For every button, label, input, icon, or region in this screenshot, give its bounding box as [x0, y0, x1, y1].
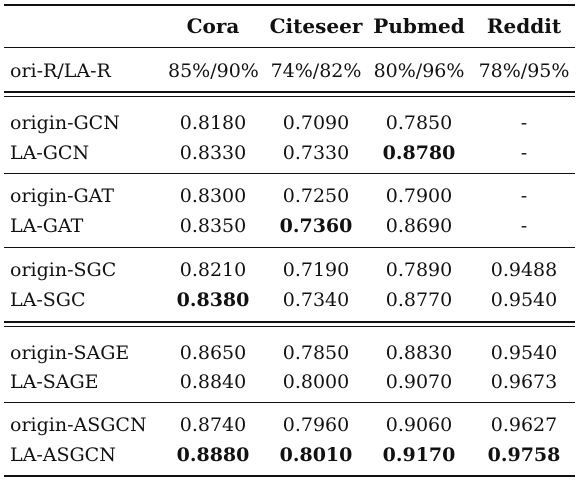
cell-reddit: 0.9540 — [490, 342, 558, 364]
row-label: origin-SGC — [10, 259, 117, 281]
cell-cora: 0.8180 — [179, 112, 247, 134]
cell-reddit: 0.9540 — [490, 289, 558, 311]
table-row: LA-GCN 0.8330 0.7330 0.8780 - — [0, 138, 579, 168]
cell-cora: 0.8740 — [179, 414, 247, 436]
cell-reddit: 0.9488 — [490, 259, 558, 281]
cell-pubmed: 0.8690 — [385, 215, 453, 237]
table-row: origin-SAGE 0.8650 0.7850 0.8830 0.9540 — [0, 338, 579, 368]
cell-cora: 0.8300 — [179, 185, 247, 207]
group-rule — [4, 402, 575, 403]
cell-cora: 0.8350 — [179, 215, 247, 237]
table-row: LA-SAGE 0.8840 0.8000 0.9070 0.9673 — [0, 367, 579, 397]
row-label: origin-SAGE — [10, 342, 130, 364]
cell-cora: 0.8840 — [179, 371, 247, 393]
ratio-row: ori-R/LA-R 85%/90% 74%/82% 80%/96% 78%/9… — [0, 56, 579, 86]
row-label: LA-GCN — [10, 142, 90, 164]
cell-pubmed: 0.7900 — [385, 185, 453, 207]
row-label: origin-ASGCN — [10, 414, 147, 436]
row-label: origin-GCN — [10, 112, 120, 134]
cell-pubmed: 0.8830 — [385, 342, 453, 364]
cell-cora: 0.8880 — [176, 444, 250, 466]
cell-reddit: 0.9627 — [490, 414, 558, 436]
cell-reddit: - — [520, 142, 528, 164]
double-rule-a — [4, 321, 575, 323]
cell-cora: 0.8210 — [179, 259, 247, 281]
cell-citeseer: 0.7190 — [282, 259, 350, 281]
cell-citeseer: 0.8000 — [282, 371, 350, 393]
cell-citeseer: 0.7250 — [282, 185, 350, 207]
header-reddit: Reddit — [486, 14, 562, 38]
ratio-citeseer: 74%/82% — [270, 60, 362, 82]
header-row: Cora Citeseer Pubmed Reddit — [0, 11, 579, 41]
cell-pubmed: 0.8770 — [385, 289, 453, 311]
row-label: LA-GAT — [10, 215, 84, 237]
row-label: LA-SGC — [10, 289, 86, 311]
ratio-pubmed: 80%/96% — [373, 60, 465, 82]
cell-citeseer: 0.7360 — [279, 215, 353, 237]
table-row: origin-GCN 0.8180 0.7090 0.7850 - — [0, 108, 579, 138]
table-row: origin-SGC 0.8210 0.7190 0.7890 0.9488 — [0, 255, 579, 285]
table-row: origin-ASGCN 0.8740 0.7960 0.9060 0.9627 — [0, 410, 579, 440]
cell-citeseer: 0.7850 — [282, 342, 350, 364]
ratio-cora: 85%/90% — [168, 60, 259, 82]
cell-pubmed: 0.9070 — [385, 371, 453, 393]
cell-citeseer: 0.8010 — [279, 444, 353, 466]
table-row: origin-GAT 0.8300 0.7250 0.7900 - — [0, 181, 579, 211]
cell-reddit: 0.9758 — [487, 444, 561, 466]
row-label: LA-ASGCN — [10, 444, 116, 466]
cell-pubmed: 0.9060 — [385, 414, 453, 436]
cell-cora: 0.8330 — [179, 142, 247, 164]
header-citeseer: Citeseer — [269, 14, 363, 38]
header-pubmed: Pubmed — [373, 14, 465, 38]
header-cora: Cora — [186, 14, 240, 38]
cell-citeseer: 0.7340 — [282, 289, 350, 311]
group-rule — [4, 247, 575, 248]
cell-reddit: - — [520, 215, 528, 237]
ratio-label: ori-R/LA-R — [10, 60, 111, 82]
row-label: LA-SAGE — [10, 371, 99, 393]
cell-citeseer: 0.7330 — [282, 142, 350, 164]
cell-cora: 0.8380 — [176, 289, 250, 311]
cell-reddit: - — [520, 185, 528, 207]
header-rule — [4, 47, 575, 48]
bottom-rule — [4, 475, 575, 477]
row-label: origin-GAT — [10, 185, 115, 207]
cell-pubmed: 0.8780 — [382, 142, 456, 164]
cell-pubmed: 0.7890 — [385, 259, 453, 281]
double-rule-a — [4, 91, 575, 93]
top-rule — [4, 4, 575, 6]
cell-reddit: 0.9673 — [490, 371, 558, 393]
table-row: LA-SGC 0.8380 0.7340 0.8770 0.9540 — [0, 285, 579, 315]
cell-pubmed: 0.7850 — [385, 112, 453, 134]
table-row: LA-ASGCN 0.8880 0.8010 0.9170 0.9758 — [0, 440, 579, 470]
group-rule — [4, 173, 575, 174]
table-row: LA-GAT 0.8350 0.7360 0.8690 - — [0, 211, 579, 241]
cell-cora: 0.8650 — [179, 342, 247, 364]
cell-reddit: - — [520, 112, 528, 134]
cell-citeseer: 0.7090 — [282, 112, 350, 134]
ratio-reddit: 78%/95% — [478, 60, 570, 82]
cell-citeseer: 0.7960 — [282, 414, 350, 436]
double-rule-b — [4, 96, 575, 97]
double-rule-b — [4, 326, 575, 327]
cell-pubmed: 0.9170 — [382, 444, 456, 466]
